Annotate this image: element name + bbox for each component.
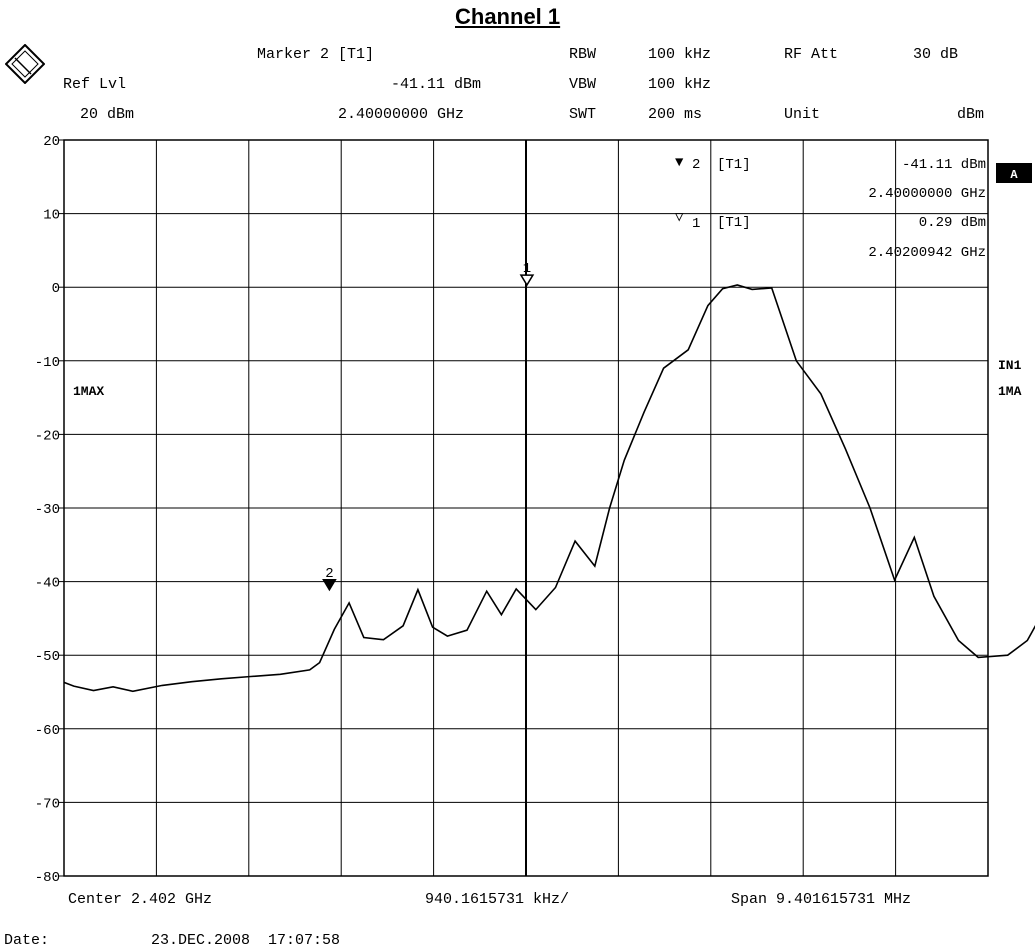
y-tick-labels: 20 10 0 -10 -20 -30 -40 -50 -60 -70 -80 (35, 134, 60, 886)
y-tick-label: -60 (35, 723, 60, 739)
marker-2-symbol (322, 579, 337, 592)
marker-table-symbol-1: ▽ (675, 210, 684, 226)
y-tick-label: -70 (35, 796, 60, 812)
y-tick-label: -40 (35, 576, 60, 592)
vbw-value: 100 kHz (648, 76, 712, 93)
marker-table-level-1: 0.29 dBm (919, 215, 986, 231)
rfatt-label: RF Att (784, 46, 839, 63)
badge-a-box (996, 163, 1032, 183)
ref-lvl-value: 20 dBm (80, 106, 135, 123)
marker-1-label: 1 (523, 261, 531, 277)
plot-grid (59, 139, 989, 877)
marker-table-trace-2: [T1] (717, 157, 751, 173)
marker-symbols: 12 (322, 261, 535, 592)
marker-freq: 2.40000000 GHz (338, 106, 465, 123)
y-tick-label: 20 (43, 134, 60, 150)
unit-label: Unit (784, 106, 821, 123)
marker-table-trace-1: [T1] (717, 215, 751, 231)
vbw-label: VBW (569, 76, 597, 93)
input-label: IN1 (998, 358, 1022, 373)
rbw-value: 100 kHz (648, 46, 712, 63)
rbw-label: RBW (569, 46, 597, 63)
marker-table-freq-2: 2.40000000 GHz (868, 186, 986, 202)
y-tick-label: 0 (52, 281, 60, 297)
unit-value: dBm (957, 106, 985, 123)
swt-label: SWT (569, 106, 597, 123)
rfatt-value: 30 dB (913, 46, 959, 63)
marker-label: Marker 2 [T1] (257, 46, 375, 63)
trace-line (63, 284, 1035, 693)
center-freq: Center 2.402 GHz (68, 891, 213, 908)
ref-lvl-label: Ref Lvl (63, 76, 127, 93)
marker-1-symbol (519, 274, 535, 287)
chart-title: Channel 1 (455, 4, 561, 29)
trace-mode-label: 1MAX (73, 384, 104, 399)
y-tick-label: -10 (35, 355, 60, 371)
y-tick-label: 10 (43, 208, 60, 224)
marker-table-num-1: 1 (692, 216, 700, 232)
y-tick-label: -30 (35, 502, 60, 518)
marker-table-num-2: 2 (692, 157, 700, 173)
swt-value: 200 ms (648, 106, 703, 123)
span: Span 9.401615731 MHz (731, 891, 912, 908)
y-tick-label: -20 (35, 428, 60, 444)
marker-table-freq-1: 2.40200942 GHz (868, 245, 986, 261)
badge-a: A (1010, 168, 1018, 182)
marker-table-symbol-2: ▼ (675, 155, 684, 171)
y-tick-label: -50 (35, 649, 60, 665)
date-value: 23.DEC.2008 17:07:58 (151, 932, 341, 949)
y-tick-label: -80 (35, 870, 60, 886)
rs-logo (5, 44, 45, 84)
mode-label: 1MA (998, 384, 1022, 399)
per-div: 940.1615731 kHz/ (425, 891, 570, 908)
marker-table-level-2: -41.11 dBm (902, 157, 986, 173)
marker-level: -41.11 dBm (391, 76, 482, 93)
date-label: Date: (4, 932, 50, 949)
marker-2-label: 2 (325, 566, 333, 582)
